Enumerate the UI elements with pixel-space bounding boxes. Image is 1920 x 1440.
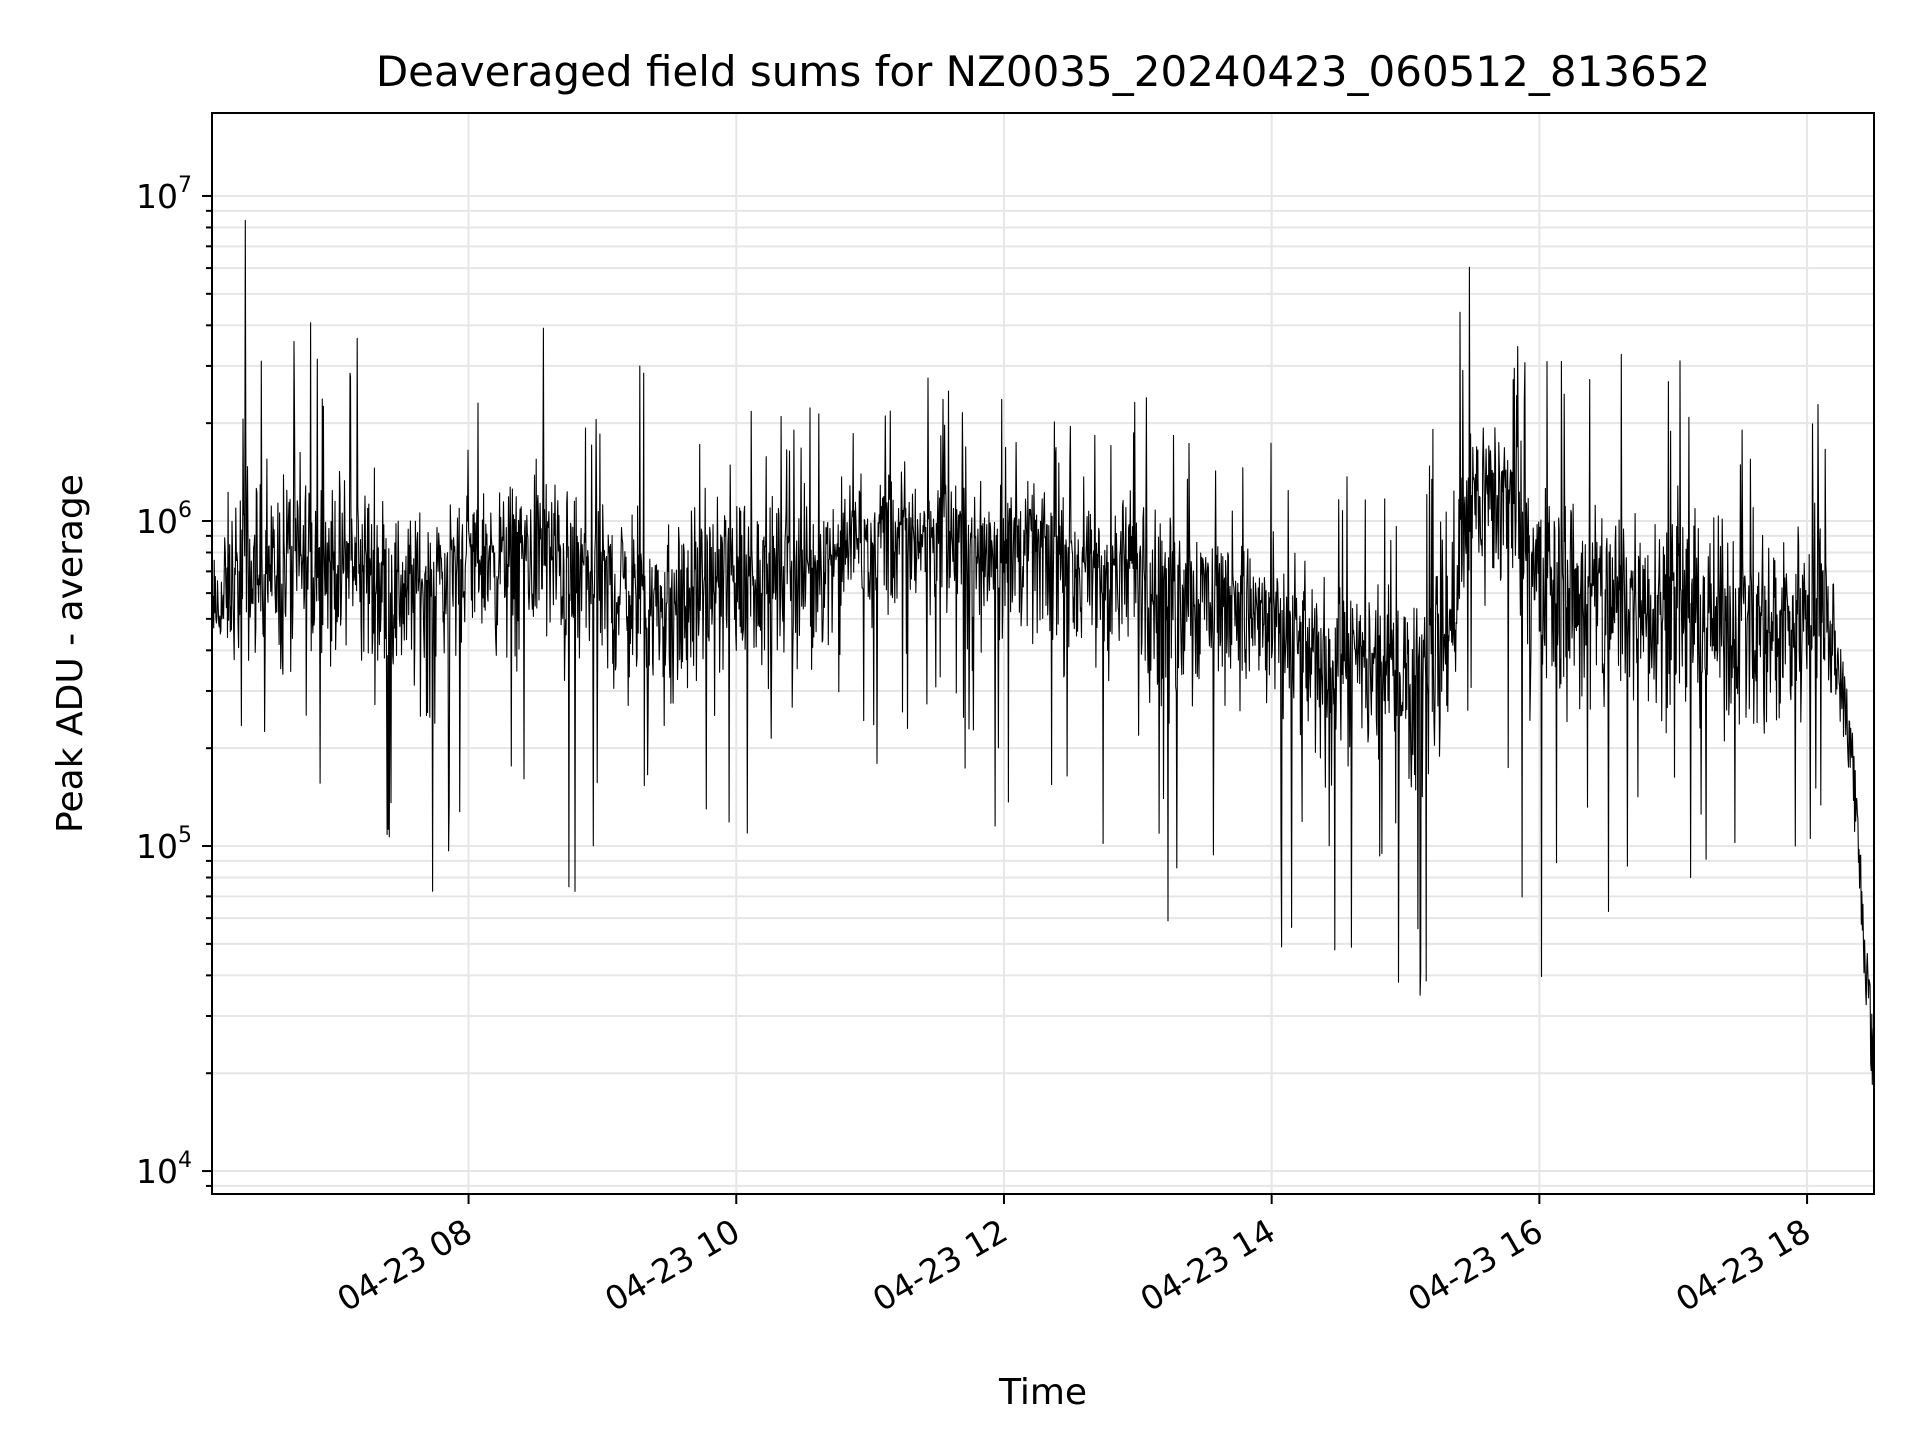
y-tick-label: 107: [136, 173, 192, 216]
series-line: [211, 219, 1875, 1085]
x-tick-label: 04-23 10: [598, 1211, 746, 1319]
x-tick-label: 04-23 12: [866, 1211, 1014, 1319]
x-tick-label: 04-23 18: [1669, 1211, 1817, 1319]
y-tick-label: 104: [136, 1148, 192, 1191]
x-tick-label: 04-23 16: [1401, 1211, 1549, 1319]
x-axis-label: Time: [998, 1372, 1087, 1413]
plot-frame: [211, 112, 1875, 1195]
y-axis-label: Peak ADU - average: [50, 474, 91, 833]
y-axis: 104 105 106 107: [136, 173, 212, 1191]
y-tick-label: 106: [136, 498, 192, 541]
plot-area: [211, 219, 1875, 1085]
chart-title: Deaveraged field sums for NZ0035_2024042…: [376, 47, 1710, 96]
y-tick-label: 105: [136, 823, 192, 866]
x-tick-label: 04-23 14: [1134, 1211, 1282, 1319]
x-tick-label: 04-23 08: [331, 1211, 479, 1319]
x-axis: 04-23 08 04-23 10 04-23 12 04-23 14 04-23 16…: [331, 1194, 1817, 1319]
